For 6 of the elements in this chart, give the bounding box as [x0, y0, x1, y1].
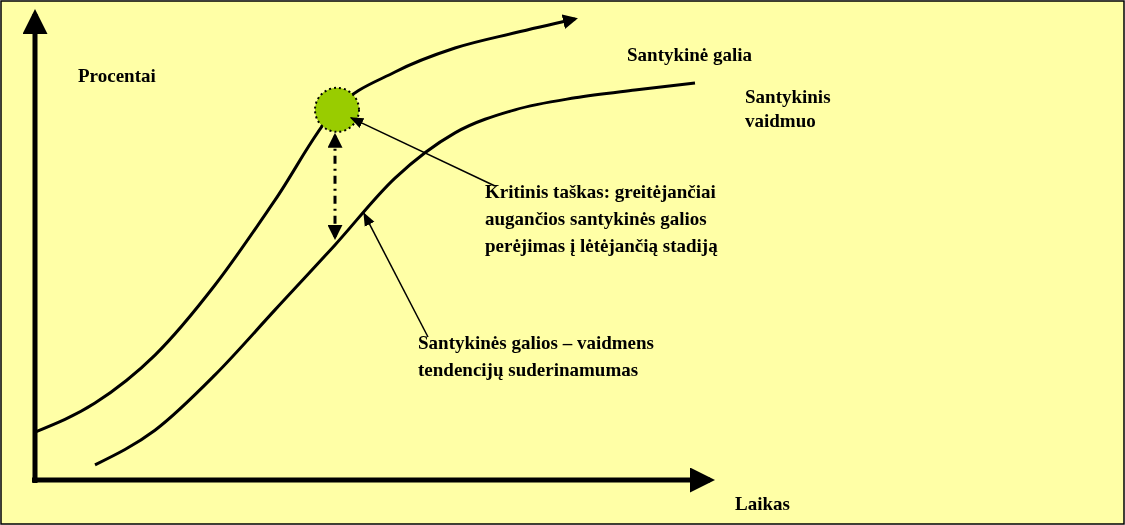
x-axis-title: Laikas [735, 493, 790, 514]
y-axis-title: Procentai [78, 65, 156, 86]
annotation: Santykinės galios – vaidmens tendencijų suderinamumas [418, 332, 654, 380]
text: Santykinė galia [627, 44, 753, 65]
text: Santykinis vaidmuo [745, 86, 831, 132]
annotation: Kritinis taškas: greitėjančiai augančios santykinės galios perėjimas į lėtėjančią stadiją [485, 181, 719, 256]
